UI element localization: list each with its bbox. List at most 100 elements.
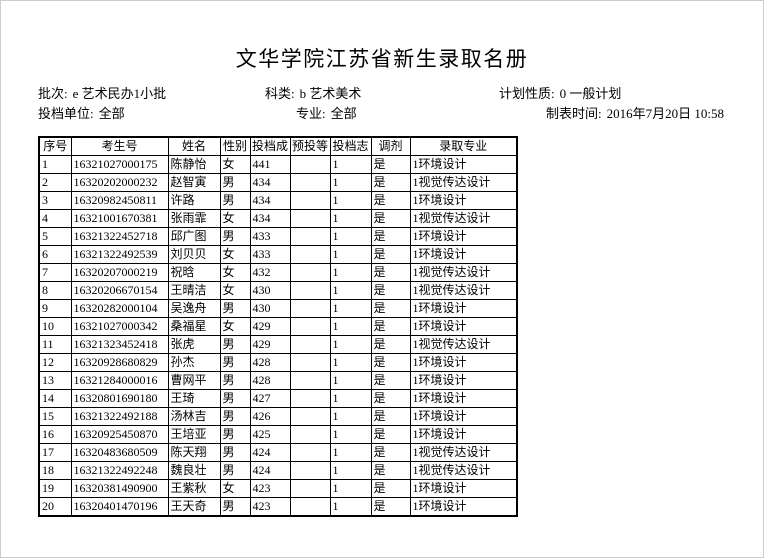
cell-score: 434 (249, 209, 291, 228)
cell-score: 429 (249, 317, 291, 336)
table-row: 5 16321322452718 邱广图男 433 1 是 1环境设计 (38, 227, 518, 246)
col-header-pre-rank: 预投等 (289, 136, 331, 156)
cell-seq: 15 (38, 407, 72, 426)
cell-adjust: 是 (370, 263, 411, 282)
cell-volunteer: 1 (329, 263, 372, 282)
cell-gender: 男 (219, 335, 251, 354)
cell-score: 433 (249, 245, 291, 264)
plan-type-label: 计划性质: (499, 86, 555, 101)
col-header-adjust: 调剂 (370, 136, 411, 156)
cell-name: 桑福星 (167, 317, 221, 336)
table-row: 18 16321322492248 魏良壮男 424 1 是 1视觉传达设计 (38, 461, 518, 480)
cell-admitted-major: 1环境设计 (409, 407, 518, 426)
cell-exam-no: 16320401470196 (70, 497, 169, 517)
cell-score: 428 (249, 353, 291, 372)
cell-pre-rank (289, 299, 331, 318)
cell-name: 王晴洁 (167, 281, 221, 300)
cell-pre-rank (289, 371, 331, 390)
category-label: 科类: (265, 86, 295, 101)
cell-gender: 男 (219, 461, 251, 480)
cell-seq: 14 (38, 389, 72, 408)
cell-pre-rank (289, 461, 331, 480)
cell-pre-rank (289, 353, 331, 372)
col-header-name: 姓名 (167, 136, 221, 156)
cell-exam-no: 16321323452418 (70, 335, 169, 354)
report-time-value: 2016年7月20日 10:58 (606, 106, 724, 121)
cell-seq: 3 (38, 191, 72, 210)
col-header-volunteer: 投档志 (329, 136, 372, 156)
table-row: 8 16320206670154 王晴洁女 430 1 是 1视觉传达设计 (38, 281, 518, 300)
cell-seq: 2 (38, 173, 72, 192)
cell-exam-no: 16320206670154 (70, 281, 169, 300)
cell-pre-rank (289, 497, 331, 517)
cell-exam-no: 16321322492188 (70, 407, 169, 426)
cell-pre-rank (289, 479, 331, 498)
table-row: 14 16320801690180 王琦男 427 1 是 1环境设计 (38, 389, 518, 408)
table-row: 3 16320982450811 许路男 434 1 是 1环境设计 (38, 191, 518, 210)
cell-volunteer: 1 (329, 407, 372, 426)
cell-exam-no: 16321322492539 (70, 245, 169, 264)
cell-exam-no: 16320982450811 (70, 191, 169, 210)
cell-admitted-major: 1视觉传达设计 (409, 335, 518, 354)
cell-adjust: 是 (370, 155, 411, 174)
cell-seq: 13 (38, 371, 72, 390)
cell-name: 汤林吉 (167, 407, 221, 426)
cell-gender: 男 (219, 389, 251, 408)
cell-seq: 9 (38, 299, 72, 318)
cell-volunteer: 1 (329, 209, 372, 228)
cell-exam-no: 16320928680829 (70, 353, 169, 372)
report-time-label: 制表时间: (546, 106, 602, 121)
cell-adjust: 是 (370, 299, 411, 318)
cell-exam-no: 16321322452718 (70, 227, 169, 246)
cell-score: 423 (249, 497, 291, 517)
table-row: 9 16320282000104 吴逸舟男 430 1 是 1环境设计 (38, 299, 518, 318)
cell-name: 刘贝贝 (167, 245, 221, 264)
plan-type-field: 计划性质: 0 一般计划 (499, 86, 621, 102)
cell-adjust: 是 (370, 191, 411, 210)
cell-name: 陈静怡 (167, 155, 221, 174)
cell-seq: 4 (38, 209, 72, 228)
cell-adjust: 是 (370, 443, 411, 462)
cell-adjust: 是 (370, 335, 411, 354)
cell-adjust: 是 (370, 353, 411, 372)
cell-volunteer: 1 (329, 335, 372, 354)
cell-volunteer: 1 (329, 461, 372, 480)
cell-admitted-major: 1视觉传达设计 (409, 263, 518, 282)
cell-seq: 11 (38, 335, 72, 354)
cell-gender: 女 (219, 281, 251, 300)
cell-score: 424 (249, 461, 291, 480)
table-row: 10 16321027000342 桑福星女 429 1 是 1环境设计 (38, 317, 518, 336)
cell-gender: 女 (219, 479, 251, 498)
cell-exam-no: 16321027000175 (70, 155, 169, 174)
cell-seq: 7 (38, 263, 72, 282)
cell-volunteer: 1 (329, 371, 372, 390)
cell-adjust: 是 (370, 209, 411, 228)
cell-volunteer: 1 (329, 443, 372, 462)
cell-exam-no: 16320202000232 (70, 173, 169, 192)
cell-volunteer: 1 (329, 245, 372, 264)
cell-exam-no: 16320801690180 (70, 389, 169, 408)
cell-pre-rank (289, 335, 331, 354)
cell-name: 张雨霏 (167, 209, 221, 228)
report-time-field: 制表时间: 2016年7月20日 10:58 (546, 106, 724, 122)
cell-seq: 10 (38, 317, 72, 336)
cell-seq: 8 (38, 281, 72, 300)
category-field: 科类: b 艺术美术 (265, 86, 361, 102)
cell-adjust: 是 (370, 425, 411, 444)
cell-admitted-major: 1环境设计 (409, 479, 518, 498)
cell-seq: 1 (38, 155, 72, 174)
cell-volunteer: 1 (329, 317, 372, 336)
cell-admitted-major: 1视觉传达设计 (409, 281, 518, 300)
cell-seq: 5 (38, 227, 72, 246)
cell-gender: 男 (219, 353, 251, 372)
major-value: 全部 (330, 106, 357, 121)
table-row: 2 16320202000232 赵智寅男 434 1 是 1视觉传达设计 (38, 173, 518, 192)
cell-gender: 男 (219, 497, 251, 517)
batch-value: e 艺术民办1小批 (72, 86, 167, 101)
cell-gender: 男 (219, 227, 251, 246)
cell-pre-rank (289, 443, 331, 462)
admission-table-body: 1 16321027000175 陈静怡女 441 1 是 1环境设计 2 1632020200… (38, 155, 518, 517)
cell-exam-no: 16320207000219 (70, 263, 169, 282)
plan-type-value: 0 一般计划 (559, 86, 622, 101)
cell-adjust: 是 (370, 173, 411, 192)
